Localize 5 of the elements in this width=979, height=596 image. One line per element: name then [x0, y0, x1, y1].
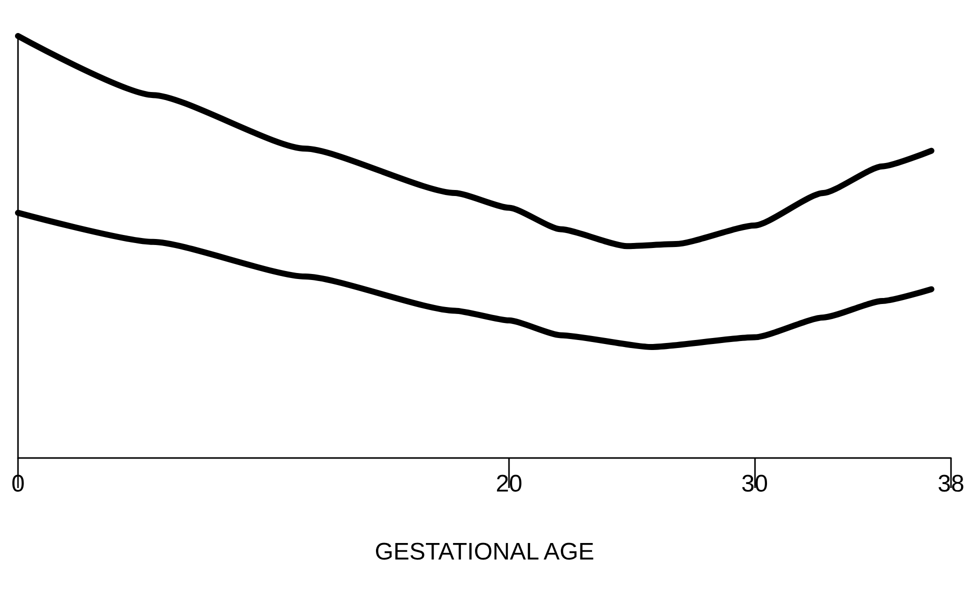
x-tick-label: 0 — [11, 470, 25, 498]
x-axis-title: GESTATIONAL AGE — [374, 538, 594, 566]
x-tick-label: 20 — [496, 470, 522, 498]
x-tick-label: 30 — [741, 470, 768, 498]
x-tick-label: 38 — [938, 470, 964, 498]
